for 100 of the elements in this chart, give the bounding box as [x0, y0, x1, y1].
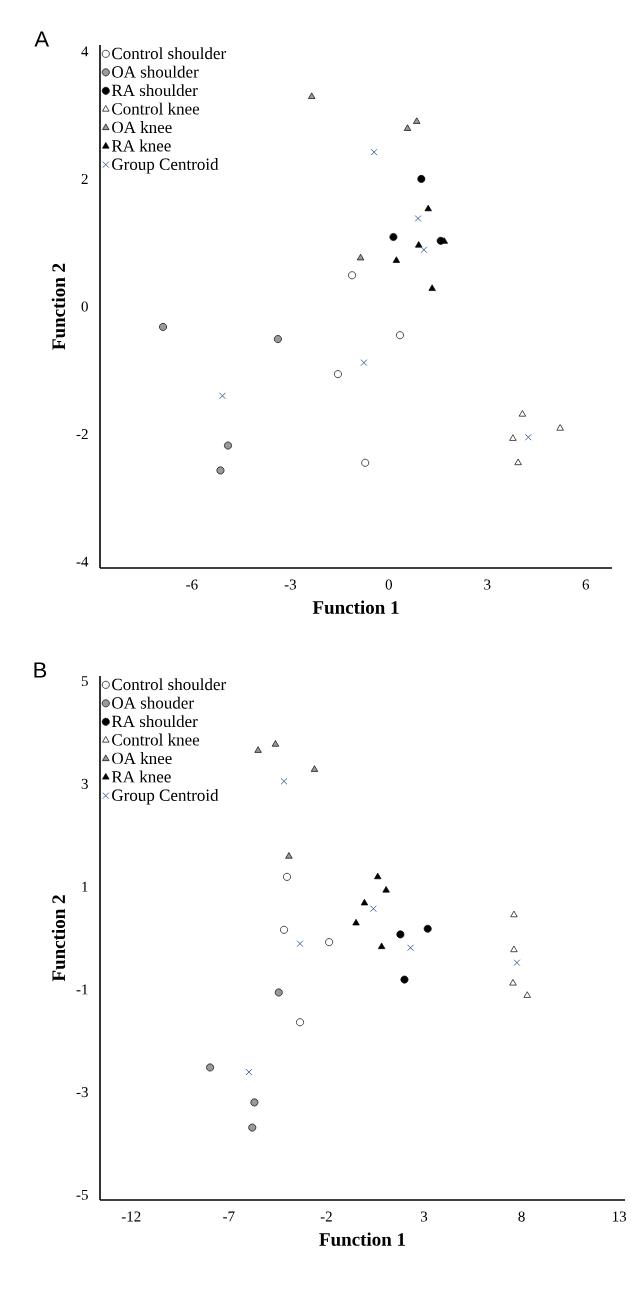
point	[396, 930, 405, 939]
point	[424, 204, 432, 212]
point	[352, 918, 360, 926]
x-tick-label: -3	[284, 579, 297, 590]
legend-label: RA knee	[111, 770, 171, 783]
point	[400, 975, 409, 984]
point	[206, 1063, 215, 1072]
legend-label: Control knee	[112, 733, 200, 746]
point	[513, 959, 521, 967]
point	[382, 886, 390, 893]
legend-label: Control shoulder	[112, 678, 226, 691]
point	[245, 1068, 253, 1076]
y-axis-title: Function 2	[51, 895, 66, 982]
x-axis-title: Function 1	[312, 600, 399, 614]
legend-label: OA knee	[112, 752, 172, 765]
point	[224, 441, 232, 450]
legend-label: RA shoulder	[111, 84, 198, 97]
legend-label: OA shouder	[112, 696, 194, 709]
x-tick-label: -7	[223, 1211, 235, 1222]
x-tick-label: 13	[612, 1211, 627, 1222]
x-tick-label: 3	[420, 1211, 428, 1222]
x-tick-label: -2	[320, 1211, 332, 1222]
x-tick-label: 0	[385, 579, 392, 590]
x-tick-label: 6	[582, 579, 590, 590]
point	[556, 424, 564, 431]
point	[296, 940, 304, 948]
x-tick-label: 8	[518, 1211, 525, 1222]
x-axis-title: Function 1	[319, 1232, 406, 1246]
point	[361, 458, 370, 467]
legend-label: Group Centroid	[112, 158, 219, 174]
y-tick-label: 0	[81, 301, 88, 312]
point	[423, 924, 432, 933]
point	[510, 945, 518, 953]
point	[509, 434, 517, 441]
point	[280, 777, 288, 785]
point	[248, 1123, 257, 1132]
point	[509, 979, 517, 986]
x-tick-label: -12	[121, 1211, 141, 1222]
y-tick-label: 3	[81, 778, 88, 789]
legend-label: RA knee	[111, 139, 171, 152]
point	[334, 370, 342, 379]
point	[285, 852, 293, 859]
point	[389, 233, 398, 241]
point	[415, 241, 423, 248]
point	[280, 925, 288, 934]
point	[514, 458, 522, 466]
point	[250, 1098, 259, 1107]
legend-label: OA knee	[112, 121, 172, 134]
chart-title: B	[34, 662, 47, 678]
x-tick-label: 3	[484, 579, 491, 590]
point	[377, 942, 386, 949]
legend-label: Control knee	[112, 102, 200, 115]
point	[420, 246, 428, 254]
point	[370, 905, 377, 913]
y-tick-label: 5	[81, 676, 88, 687]
y-tick-label: 1	[82, 881, 88, 892]
point	[310, 765, 319, 772]
legend-label: OA shoulder	[112, 65, 199, 78]
y-tick-label: -2	[76, 429, 88, 440]
y-tick-label: 4	[81, 46, 89, 57]
point	[271, 740, 280, 747]
chart-title: A	[34, 31, 50, 47]
point	[413, 117, 421, 124]
point	[283, 872, 291, 881]
point	[523, 991, 531, 998]
point	[216, 466, 225, 475]
point	[296, 1018, 304, 1027]
point	[518, 410, 527, 417]
y-tick-label: -1	[76, 984, 88, 995]
point	[417, 175, 426, 183]
point	[403, 124, 412, 131]
y-tick-label: -5	[76, 1189, 88, 1200]
point	[360, 898, 369, 906]
point	[392, 256, 401, 263]
point	[356, 253, 365, 261]
y-tick-label: 2	[81, 173, 88, 184]
point	[360, 359, 368, 367]
point	[510, 910, 518, 918]
x-tick-label: -6	[186, 579, 198, 590]
point	[273, 335, 282, 343]
point	[414, 215, 422, 222]
y-tick-label: -3	[76, 1087, 88, 1098]
point	[254, 746, 262, 753]
y-tick-label: -4	[76, 556, 89, 567]
point	[374, 872, 382, 880]
point	[348, 271, 357, 280]
point	[159, 322, 167, 331]
point	[396, 331, 404, 340]
point	[407, 944, 414, 952]
point	[428, 284, 436, 291]
point	[325, 938, 334, 947]
y-axis-title: Function 2	[51, 263, 66, 350]
point	[274, 988, 283, 997]
legend-label: Group Centroid	[112, 789, 219, 805]
point	[524, 433, 532, 441]
legend-label: RA shoulder	[111, 715, 198, 728]
point	[370, 148, 378, 156]
legend-label: Control shoulder	[112, 47, 226, 60]
point	[219, 392, 226, 400]
point	[308, 92, 316, 99]
